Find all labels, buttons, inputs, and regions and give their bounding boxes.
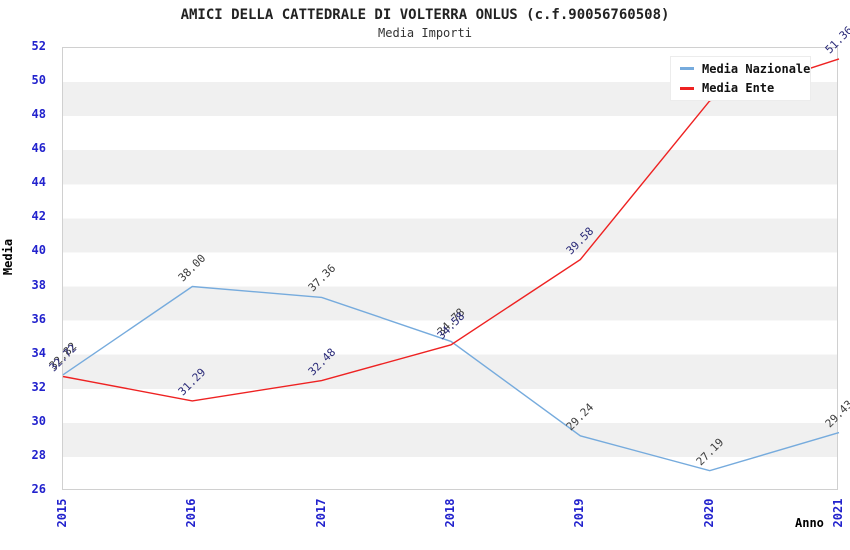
- x-tick-label: 2018: [443, 498, 457, 528]
- y-tick-label: 50: [31, 73, 46, 88]
- y-tick-label: 30: [31, 413, 46, 428]
- y-tick-label: 42: [31, 209, 46, 224]
- x-tick-label: 2021: [831, 498, 845, 528]
- x-tick-label: 2019: [572, 498, 587, 528]
- legend-item-media-ente: Media Ente: [680, 81, 810, 95]
- y-tick-label: 40: [31, 243, 46, 258]
- legend-media-ente-label: Media Ente: [702, 81, 775, 96]
- y-tick-label: 32: [31, 379, 46, 394]
- media-ente-line: [62, 58, 840, 402]
- y-tick-label: 34: [31, 345, 46, 360]
- x-axis-title: Anno: [795, 516, 824, 530]
- legend-item-media-nazionale: Media Nazionale: [680, 62, 810, 76]
- legend-media-ente-dash-icon: [680, 86, 694, 90]
- y-tick-label: 26: [31, 482, 46, 496]
- legend: Media Nazionale Media Ente: [670, 56, 811, 101]
- x-tick-label: 2020: [701, 498, 716, 528]
- y-tick-label: 38: [31, 277, 46, 292]
- y-tick-label: 28: [31, 447, 46, 462]
- x-tick-label: 2017: [313, 498, 328, 528]
- chart-subtitle: Media Importi: [378, 26, 472, 40]
- plot-area: 32.82 38.00 37.36 34.78 29.24 27.19 29.43 32.72…: [47, 24, 850, 490]
- y-tick-label: 36: [31, 311, 46, 326]
- media-nazionale-line: [62, 285, 840, 472]
- x-tick-label: 2015: [55, 498, 69, 528]
- y-tick-label: 44: [31, 175, 46, 190]
- y-tick-label: 46: [31, 141, 46, 156]
- legend-media-nazionale-dash-icon: [680, 67, 694, 71]
- legend-media-nazionale-label: Media Nazionale: [702, 61, 811, 76]
- chart-title: AMICI DELLA CATTEDRALE DI VOLTERRA ONLUS…: [180, 7, 670, 23]
- x-tick-label: 2016: [184, 498, 199, 528]
- y-tick-label: 52: [31, 39, 46, 53]
- y-tick-label: 48: [31, 107, 46, 122]
